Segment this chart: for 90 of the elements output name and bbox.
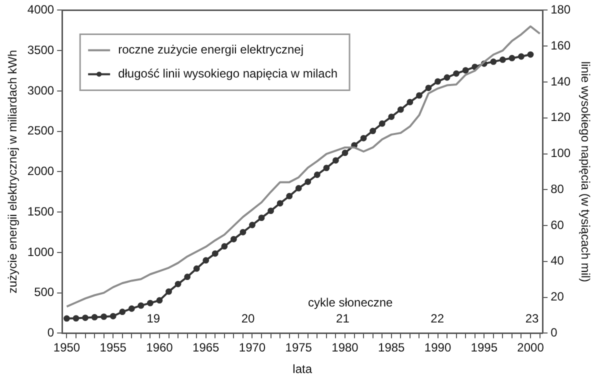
- point: [416, 92, 422, 99]
- y2-tick-label: 20: [550, 290, 564, 304]
- point: [370, 128, 376, 134]
- x-tick-label: 1985: [378, 340, 406, 355]
- point: [472, 64, 478, 70]
- y2-tick-label: 160: [550, 38, 571, 52]
- point: [490, 58, 497, 65]
- point: [212, 250, 218, 257]
- y-tick-label: 500: [34, 285, 54, 300]
- point: [119, 308, 126, 316]
- point: [230, 236, 237, 242]
- point: [378, 120, 386, 127]
- point: [397, 106, 404, 113]
- legend-label: długość linii wysokiego napięcia w milach: [118, 66, 338, 81]
- y2-tick-label: 60: [550, 218, 564, 232]
- y2-tick-label: 120: [550, 110, 571, 124]
- point: [72, 315, 80, 322]
- x-tick-label: 2000: [517, 340, 544, 355]
- y2-tick-label: 80: [550, 182, 564, 196]
- annotation: cykle słoneczne: [308, 296, 394, 310]
- point: [221, 243, 228, 250]
- point: [499, 56, 506, 63]
- annotation: 22: [430, 312, 444, 326]
- point: [444, 74, 450, 81]
- point: [286, 192, 293, 200]
- annotation: 21: [336, 312, 350, 326]
- y-tick-label: 1500: [27, 204, 54, 218]
- y2-tick-label: 180: [550, 2, 571, 17]
- annotation: 23: [525, 312, 539, 326]
- point: [425, 84, 432, 92]
- point: [462, 67, 469, 74]
- annotation: 19: [146, 312, 160, 326]
- annotation: 20: [241, 312, 256, 326]
- point: [128, 305, 135, 312]
- y2-tick-label: 40: [550, 254, 564, 268]
- x-tick-label: 1980: [332, 340, 359, 355]
- x-tick-label: 1960: [146, 340, 174, 355]
- point: [314, 172, 320, 178]
- x-tick-label: 1965: [192, 340, 220, 355]
- point: [193, 265, 200, 272]
- point: [323, 164, 330, 172]
- x-tick-label: 1990: [424, 340, 452, 355]
- point: [91, 314, 98, 320]
- x-tick-label: 1950: [53, 340, 80, 355]
- point: [453, 70, 460, 77]
- point: [360, 134, 367, 142]
- point: [147, 300, 154, 306]
- legend-label: roczne zużycie energii elektrycznej: [118, 42, 304, 57]
- point: [268, 208, 274, 214]
- point: [276, 200, 284, 206]
- y-tick-label: 4000: [27, 2, 54, 17]
- point: [240, 228, 246, 236]
- x-axis-title: lata: [292, 362, 312, 376]
- y-tick-label: 2000: [27, 164, 54, 178]
- point: [332, 157, 339, 164]
- point: [342, 150, 348, 156]
- point: [138, 302, 144, 309]
- point: [100, 313, 108, 320]
- point: [174, 280, 182, 288]
- y-tick-label: 3500: [27, 42, 54, 57]
- y2-axis-title: linie wysokiego napięcia (w tysiącach mil): [578, 61, 592, 282]
- x-tick-label: 1995: [470, 340, 498, 355]
- y-tick-label: 3000: [27, 83, 54, 98]
- point: [304, 178, 312, 185]
- y2-tick-label: 140: [550, 74, 571, 88]
- point: [82, 314, 88, 321]
- x-tick-label: 1970: [238, 340, 266, 355]
- point: [202, 257, 210, 264]
- y2-tick-label: 100: [550, 146, 571, 160]
- point: [434, 78, 441, 85]
- point: [518, 53, 524, 60]
- x-tick-label: 1955: [100, 340, 127, 355]
- point: [249, 222, 256, 228]
- point: [508, 54, 516, 62]
- point: [295, 185, 302, 192]
- point: [64, 315, 70, 322]
- point: [166, 288, 172, 295]
- point: [388, 114, 395, 120]
- point: [110, 312, 116, 320]
- y-tick-label: 0: [47, 326, 54, 340]
- y-axis-title: zużycie energii elektrycznej w miliardach kWh: [6, 50, 20, 294]
- point: [184, 274, 191, 280]
- y-tick-label: 2500: [27, 124, 54, 138]
- point: [156, 297, 163, 304]
- point: [258, 214, 265, 222]
- y-tick-label: 1000: [27, 244, 54, 259]
- point: [527, 51, 534, 58]
- y2-tick-label: 0: [550, 326, 558, 340]
- x-tick-label: 1975: [285, 340, 312, 355]
- point: [406, 98, 414, 106]
